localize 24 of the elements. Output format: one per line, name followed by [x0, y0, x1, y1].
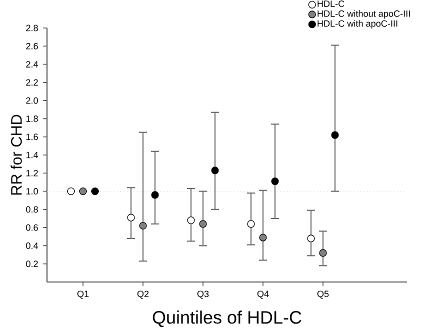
y-tick-label: 0.2: [26, 260, 38, 268]
legend-label: HDL-C with apoC-III: [318, 20, 398, 29]
y-tick-label: 1.0: [26, 188, 38, 194]
y-tick-label: 0.8: [26, 206, 38, 213]
x-tick-label: Q2: [137, 290, 149, 299]
x-tick-label: Q1: [77, 290, 89, 299]
y-tick-label: 1.4: [26, 152, 38, 158]
legend-label: HDL-C without apoC-III: [318, 10, 410, 19]
y-axis-title: RR for CHD: [10, 114, 22, 195]
y-tick-label: 2.2: [26, 79, 38, 86]
y-tick-label: 1.6: [26, 134, 38, 140]
y-tick-label: 2.4: [26, 61, 38, 68]
y-tick-label: 0.6: [26, 224, 38, 231]
y-tick-label: 2.6: [26, 42, 38, 50]
y-tick-label: 1.8: [26, 115, 38, 122]
x-tick-label: Q5: [317, 290, 329, 299]
legend-label: HDL-C: [318, 0, 344, 7]
x-axis-title: Quintiles of HDL-C: [152, 310, 302, 328]
y-tick-label: 1.2: [26, 170, 38, 176]
y-tick-label: 0.4: [26, 242, 38, 249]
y-tick-label: 2.8: [26, 24, 38, 32]
x-tick-label: Q4: [257, 290, 269, 299]
x-tick-label: Q3: [197, 290, 209, 299]
y-tick-label: 2.0: [26, 97, 38, 104]
